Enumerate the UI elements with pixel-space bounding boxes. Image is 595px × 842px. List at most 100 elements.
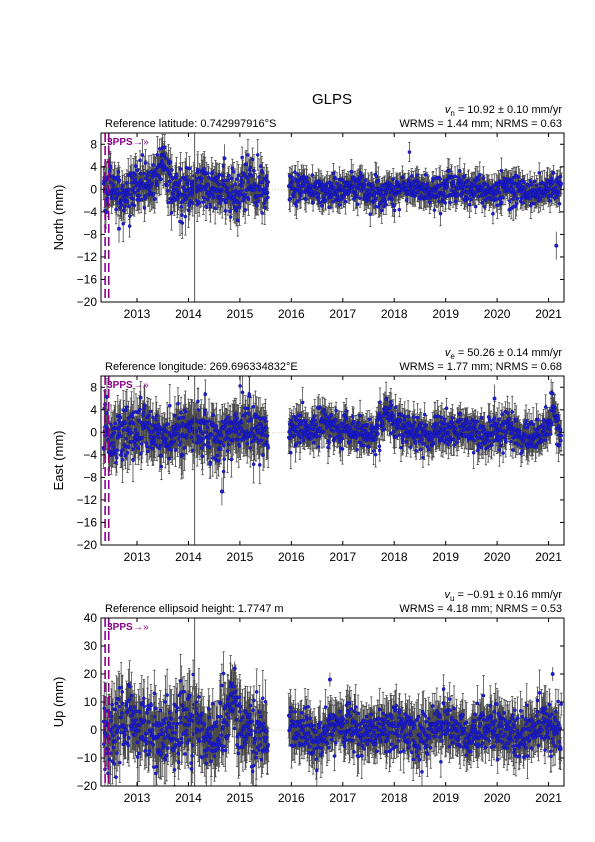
data-point [168,160,173,164]
data-point [457,186,461,191]
data-point [144,176,148,181]
data-point [376,205,381,209]
data-point [473,204,478,209]
figure-title: GLPS [312,91,352,108]
data-point [204,205,208,209]
data-point [288,196,292,201]
data-point [171,185,175,190]
data-point [184,165,189,170]
data-point [366,197,371,202]
data-point [298,197,302,202]
data-point [120,187,124,191]
data-point [226,178,231,183]
data-point [140,153,145,157]
data-point [138,158,142,163]
data-point [461,182,465,187]
data-point [389,183,394,188]
data-point [138,178,143,182]
data-point [264,174,269,178]
data-point [168,196,172,201]
data-point [228,215,233,219]
data-point [426,185,431,190]
data-point [263,186,268,191]
data-point [239,184,244,188]
data-point [240,155,244,160]
data-point [445,181,449,186]
data-point [172,188,176,193]
data-point [183,214,188,219]
data-point [342,195,346,199]
data-point [133,173,137,177]
data-point [153,168,158,172]
data-point [217,173,222,177]
data-point [206,171,210,175]
data-point [155,183,159,188]
data-point [374,174,379,178]
data-point [266,195,270,200]
data-point [260,180,265,185]
data-point [230,189,235,194]
data-point [115,175,120,179]
data-point [200,176,204,181]
data-point [417,181,421,185]
data-point [242,196,246,201]
data-point [349,169,354,174]
data-point [322,193,326,198]
data-point [121,183,125,188]
data-point [300,190,305,194]
data-point [459,194,463,198]
data-point [419,193,424,198]
data-point [190,192,195,197]
data-point [201,200,206,204]
data-point [296,172,300,177]
data-point [208,205,213,209]
data-point [113,190,118,194]
data-point [159,177,163,181]
data-point [291,194,296,199]
data-point [179,204,184,209]
data-point [410,174,414,178]
data-point [437,199,441,204]
data-point [476,194,481,199]
data-point [317,197,321,201]
data-point [311,200,315,205]
data-point [489,197,493,201]
data-point [302,179,307,183]
data-point [392,208,397,213]
data-point [266,180,270,184]
data-point [244,162,249,167]
data-point [116,201,120,205]
data-point [125,199,130,204]
data-point [135,168,140,173]
data-point [290,179,295,183]
data-point [480,184,485,189]
data-point [137,186,142,191]
data-point [352,184,356,188]
data-point [294,204,299,208]
data-point [305,180,310,184]
data-point [484,196,488,201]
data-point [431,176,435,180]
data-point [237,205,242,209]
data-point [132,186,136,190]
data-point [384,190,389,195]
points-group [101,145,564,228]
data-point [453,199,458,204]
data-point [224,199,228,203]
data-point [427,200,432,205]
data-point [203,185,208,190]
data-point [258,164,263,168]
data-point [142,171,146,176]
data-point [425,181,429,186]
data-point [296,183,301,188]
data-point [320,204,324,208]
data-point [150,181,154,186]
data-point [187,166,192,171]
data-point [149,170,154,174]
data-point [196,167,200,172]
data-point [370,182,375,187]
data-point [157,147,162,151]
data-point [467,202,472,207]
data-point [230,166,235,171]
